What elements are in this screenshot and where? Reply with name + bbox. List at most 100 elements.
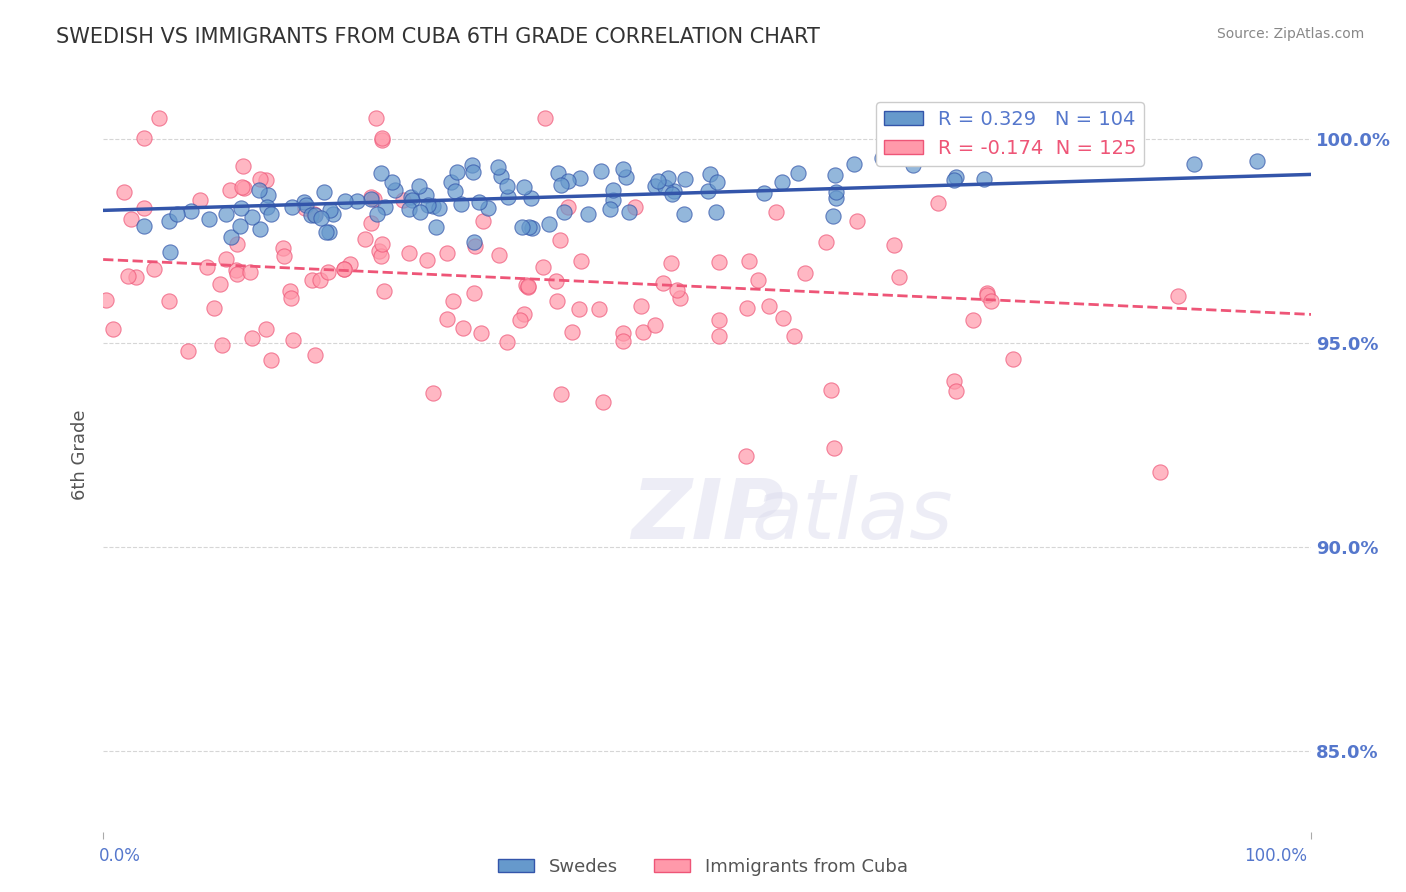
Point xyxy=(942,374,965,388)
Point xyxy=(384,183,406,197)
Point xyxy=(513,307,536,321)
Point xyxy=(568,302,591,317)
Point xyxy=(281,333,304,347)
Point xyxy=(496,190,519,204)
Point xyxy=(444,184,467,198)
Point xyxy=(427,201,450,215)
Point xyxy=(772,311,794,326)
Point xyxy=(166,207,188,221)
Point xyxy=(1182,157,1205,171)
Point xyxy=(257,187,280,202)
Point xyxy=(496,334,519,349)
Text: ZIP: ZIP xyxy=(631,475,783,556)
Point xyxy=(962,313,984,327)
Point xyxy=(299,208,322,222)
Point xyxy=(980,294,1002,309)
Point xyxy=(531,260,554,274)
Point xyxy=(770,175,793,189)
Point xyxy=(486,160,509,174)
Point xyxy=(477,201,499,215)
Point xyxy=(547,165,569,179)
Point xyxy=(561,325,583,339)
Point xyxy=(842,157,865,171)
Point xyxy=(592,394,614,409)
Legend: R = 0.329   N = 104, R = -0.174  N = 125: R = 0.329 N = 104, R = -0.174 N = 125 xyxy=(876,103,1144,166)
Point xyxy=(612,162,634,177)
Point xyxy=(945,170,967,185)
Point xyxy=(370,237,392,252)
Point xyxy=(943,173,966,187)
Point xyxy=(335,194,357,209)
Point xyxy=(374,200,396,214)
Point xyxy=(441,293,464,308)
Point xyxy=(247,183,270,197)
Point xyxy=(416,253,439,268)
Point xyxy=(195,260,218,274)
Point xyxy=(143,262,166,277)
Point xyxy=(215,207,238,221)
Point xyxy=(633,325,655,339)
Point xyxy=(94,293,117,307)
Point xyxy=(339,257,361,271)
Point xyxy=(517,279,540,293)
Point xyxy=(1002,351,1025,366)
Point xyxy=(588,301,610,316)
Point xyxy=(259,352,281,367)
Point xyxy=(211,338,233,352)
Point xyxy=(231,201,253,215)
Point xyxy=(550,387,572,401)
Point xyxy=(180,204,202,219)
Point xyxy=(316,265,339,279)
Point xyxy=(401,190,423,204)
Point xyxy=(322,207,344,221)
Point xyxy=(125,269,148,284)
Point xyxy=(644,179,666,194)
Point xyxy=(188,193,211,207)
Point xyxy=(436,312,458,326)
Point xyxy=(446,165,468,179)
Point xyxy=(219,230,242,244)
Point xyxy=(706,175,728,189)
Point xyxy=(546,293,568,308)
Point xyxy=(332,261,354,276)
Point xyxy=(101,322,124,336)
Point xyxy=(976,287,998,301)
Point xyxy=(346,194,368,209)
Point xyxy=(281,200,304,214)
Point xyxy=(360,216,382,230)
Point xyxy=(225,236,247,251)
Point xyxy=(602,193,624,207)
Point xyxy=(409,204,432,219)
Point xyxy=(754,186,776,201)
Point xyxy=(599,202,621,216)
Point xyxy=(294,198,316,212)
Point xyxy=(471,213,494,227)
Text: atlas: atlas xyxy=(751,475,953,556)
Point xyxy=(159,244,181,259)
Point xyxy=(177,344,200,359)
Point xyxy=(468,195,491,210)
Point xyxy=(309,211,332,226)
Point xyxy=(617,205,640,219)
Point xyxy=(1149,465,1171,479)
Point xyxy=(249,172,271,186)
Point xyxy=(976,285,998,300)
Legend: Swedes, Immigrants from Cuba: Swedes, Immigrants from Cuba xyxy=(491,851,915,883)
Point xyxy=(652,276,675,290)
Point xyxy=(273,249,295,263)
Point xyxy=(738,253,761,268)
Point xyxy=(398,246,420,260)
Point xyxy=(765,205,787,219)
Point xyxy=(569,170,592,185)
Y-axis label: 6th Grade: 6th Grade xyxy=(72,409,89,500)
Point xyxy=(117,268,139,283)
Point xyxy=(401,193,423,207)
Point xyxy=(707,329,730,343)
Point xyxy=(422,199,444,213)
Text: 0.0%: 0.0% xyxy=(98,847,141,865)
Point xyxy=(301,273,323,287)
Point xyxy=(278,285,301,299)
Point xyxy=(318,226,340,240)
Point xyxy=(815,235,838,249)
Point xyxy=(364,112,387,126)
